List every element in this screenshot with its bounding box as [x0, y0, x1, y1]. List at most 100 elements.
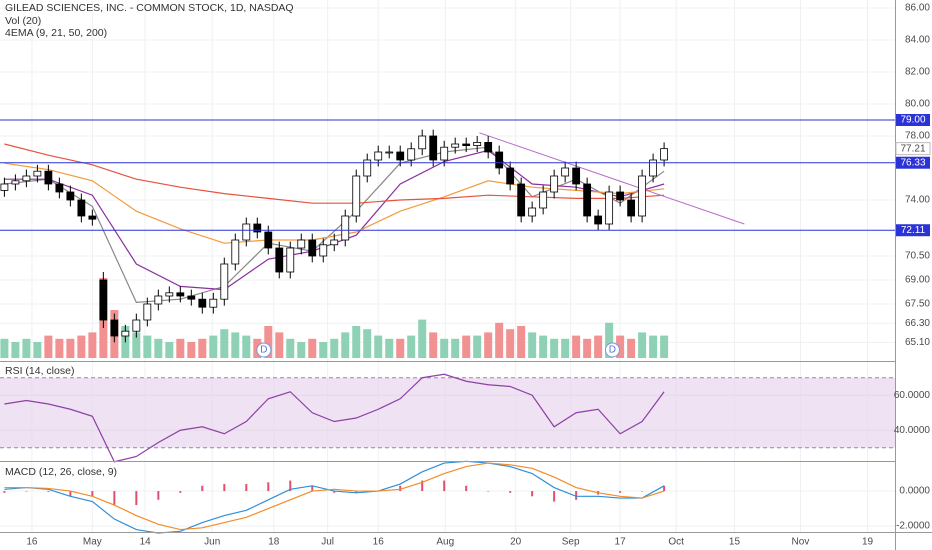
macd-histogram-bar [619, 491, 622, 493]
volume-bar [396, 338, 405, 358]
volume-bar [374, 335, 383, 358]
volume-bar [44, 335, 53, 358]
candle-body [319, 244, 328, 257]
dividend-label: D [260, 345, 267, 356]
volume-bar [495, 322, 504, 358]
volume-bar [22, 338, 31, 358]
dividend-marker [256, 342, 272, 358]
candle-body [11, 180, 20, 185]
x-tick-label: 16 [373, 537, 385, 548]
level-label: 72.11 [901, 225, 926, 236]
volume-bar [594, 335, 603, 358]
macd-line [4, 460, 665, 534]
candle-body [121, 330, 130, 337]
macd-histogram-bar [179, 491, 182, 493]
candle-body [396, 151, 405, 161]
candle-body [231, 239, 240, 265]
last-price-label: 77.21 [900, 143, 925, 154]
y-tick-label: -2.0000 [896, 521, 930, 532]
volume-bar [275, 332, 284, 358]
candle-body [473, 141, 482, 146]
candle-body [627, 199, 636, 217]
macd-histogram-bar [465, 485, 468, 492]
y-tick-label: 82.00 [905, 67, 930, 78]
y-tick-label: 40.0000 [894, 425, 931, 436]
volume-bar [528, 332, 537, 358]
candle-body [440, 146, 449, 161]
macd-histogram-bar [311, 485, 314, 492]
y-tick-label: 69.00 [905, 275, 930, 286]
x-tick-label: 20 [510, 537, 522, 548]
dividend-marker [604, 342, 620, 358]
macd-histogram-bar [267, 482, 270, 492]
candle-body [561, 167, 570, 177]
y-tick-label: 60.0000 [894, 390, 931, 401]
volume-bar [561, 338, 570, 358]
volume-bar [638, 332, 647, 358]
y-tick-label: 78.00 [905, 131, 930, 142]
candle-body [330, 239, 339, 246]
x-tick-label: Nov [792, 537, 810, 548]
candle-body [22, 175, 31, 182]
candle-body [638, 175, 647, 217]
macd-histogram-bar [575, 491, 578, 500]
y-tick-label: 66.30 [905, 318, 930, 329]
y-tick-label: 65.10 [905, 337, 930, 348]
candle-body [649, 159, 658, 177]
x-tick-label: 14 [140, 537, 152, 548]
volume-bar [484, 332, 493, 358]
volume-bar [616, 335, 625, 358]
y-tick-label: 74.00 [905, 195, 930, 206]
macd-histogram-bar [421, 480, 424, 492]
volume-bar [176, 338, 185, 358]
volume-bar [627, 338, 636, 358]
pane-title: MACD (12, 26, close, 9) [5, 466, 117, 478]
volume-bar [297, 342, 306, 358]
candle-body [286, 247, 295, 273]
candle-body [616, 191, 625, 201]
macd-histogram-bar [509, 491, 512, 493]
volume-bar [517, 326, 526, 358]
candle-body [88, 215, 97, 220]
volume-bar [352, 326, 361, 358]
volume-bar [341, 332, 350, 358]
volume-bar [0, 338, 9, 358]
candle-body [506, 167, 515, 185]
volume-bar [242, 335, 251, 358]
volume-bar [308, 338, 317, 358]
x-tick-label: 18 [268, 537, 280, 548]
pane-title: RSI (14, close) [5, 365, 74, 377]
volume-bar [473, 335, 482, 358]
candle-body [99, 279, 108, 321]
volume-bar [198, 338, 207, 358]
volume-bar [451, 338, 460, 358]
volume-bar [550, 338, 559, 358]
last-price-tag [895, 142, 931, 156]
volume-bar [539, 335, 548, 358]
candle-body [77, 199, 86, 217]
candle-body [0, 183, 9, 191]
macd-histogram-bar [223, 484, 226, 492]
legend-entry: 4EMA (9, 21, 50, 200) [5, 27, 107, 39]
candle-body [44, 170, 53, 185]
y-tick-label: 84.00 [905, 35, 930, 46]
volume-bar [286, 338, 295, 358]
macd-histogram-bar [399, 485, 402, 492]
candle-body [264, 231, 273, 249]
macd-histogram-bar [157, 491, 160, 500]
candle-body [176, 292, 185, 297]
volume-bar [660, 335, 669, 358]
x-tick-label: 15 [729, 537, 741, 548]
candle-body [594, 215, 603, 225]
macd-histogram-bar [245, 484, 248, 492]
candle-body [308, 239, 317, 257]
candle-body [572, 167, 581, 185]
volume-bar [88, 332, 97, 358]
candle-body [209, 298, 218, 308]
volume-bar [506, 329, 515, 358]
candle-body [253, 223, 262, 233]
volume-bar [330, 338, 339, 358]
macd-histogram-bar [289, 480, 292, 492]
y-tick-label: 0.0000 [899, 486, 930, 497]
y-tick-label: 86.00 [905, 3, 930, 14]
